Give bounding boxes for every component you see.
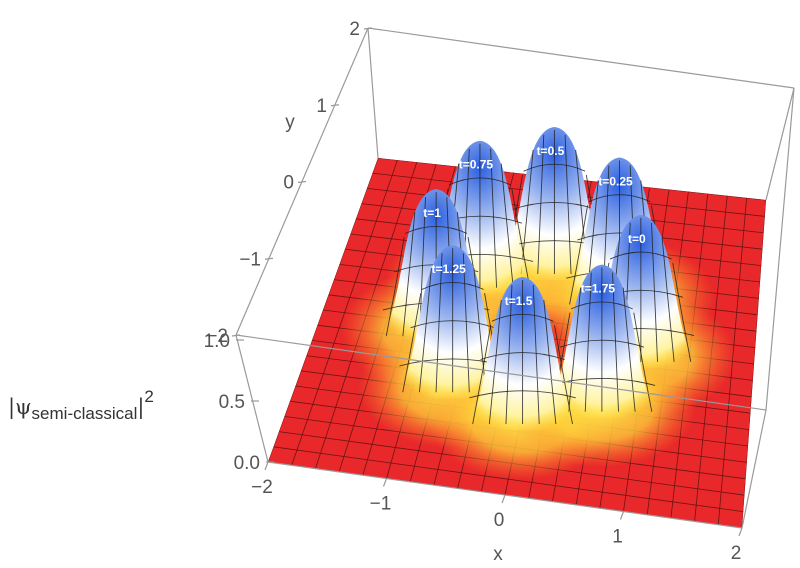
z-axis-label: |ψsemi-classical|2 [8,387,154,423]
peak-t-1_75: t=1.75 [545,264,658,418]
peak-mesh-line [505,285,513,425]
peak-mesh-line [500,163,514,288]
y-tick-mark [264,257,274,260]
peak-mesh-line [490,148,498,288]
peak-mesh-line [491,313,554,322]
peak-mesh-line [488,300,502,425]
peak-label: t=0.5 [537,144,565,158]
peak-mesh-line [421,282,484,290]
peak-mesh-line [511,188,531,288]
y-tick-label: 0 [283,173,294,194]
peak-mesh-line [532,285,540,425]
peak-label: t=0.25 [598,174,633,188]
y-tick-mark [363,27,373,30]
y-tick-label: −1 [239,249,261,270]
x-tick-label: 1 [612,527,623,548]
x-tick-mark [501,494,506,504]
peak-t-1_5: t=1.5 [466,277,579,431]
z-tick-label: 1.0 [204,331,230,352]
peak-label: t=0 [628,232,646,246]
z-tick-label: 0.5 [219,392,245,413]
z-tick-label: 0.0 [234,453,260,474]
peak-mesh-line [537,134,545,274]
peak-mesh-line [633,312,653,412]
peak-label: t=1 [423,206,441,220]
peak-mesh-line [661,237,675,362]
peak-mesh-line [512,202,597,210]
z-axis-label-subscript: semi-classical [32,404,138,423]
peak-mesh-line [402,212,416,337]
peak-mesh-line [622,287,636,412]
y-axis-label: y [285,112,295,133]
peak-mesh-line [405,226,468,234]
x-tick-mark [619,511,625,520]
x-tick-mark [264,461,269,471]
peak-mesh-line [570,301,633,310]
y-tick-label: 1 [316,96,327,117]
y-axis-ticks: 2 1 0 −1 −2 [206,19,373,347]
x-tick-mark [382,478,388,487]
peak-mesh-line [584,272,592,412]
peak-mesh-line [462,253,470,393]
z-axis-label-prefix: |ψ [8,395,32,420]
x-tick-label: −2 [251,477,273,498]
peak-mesh-line [472,324,492,425]
x-axis-ticks: −2 −1 0 1 2 [251,461,743,564]
peak-mesh-line [385,237,405,337]
surface-peaks: t=0.5 t=0.75 t=0.25 t=1 t=0 t=1.25 t=1.75 t=1.5 [380,126,697,431]
y-tick-label: −2 [206,326,228,347]
peak-label: t=1.5 [505,294,533,308]
z-axis-label-suffix: | [137,395,144,420]
x-tick-label: −1 [370,494,392,515]
x-tick-mark [738,527,743,537]
peak-mesh-line [418,268,432,393]
peak-mesh-line [469,390,576,399]
peak-mesh-line [672,262,692,362]
peak-mesh-line [410,320,495,329]
peak-mesh-line [569,205,589,305]
peak-mesh-line [651,222,658,362]
y-tick-mark [330,104,340,107]
peak-mesh-line [554,324,573,425]
x-axis-label: x [493,544,503,565]
peak-mesh-line [612,272,619,412]
x-tick-label: 2 [731,543,742,564]
peak-label: t=0.75 [459,158,494,172]
peak-mesh-line [609,251,672,260]
peak-mesh-line [564,134,572,274]
z-axis-ticks: 1.0 0.5 0.0 [204,331,274,474]
y-tick-label: 2 [349,19,360,40]
peak-mesh-line [402,293,422,393]
peak-mesh-line [568,287,582,412]
x-tick-label: 0 [494,510,505,531]
peak-label: t=1.25 [431,262,466,276]
peak-mesh-line [480,352,565,360]
peak-mesh-line [523,163,586,172]
z-axis-label-superscript: 2 [144,387,153,406]
peak-mesh-line [588,194,651,203]
peak-label: t=1.75 [581,282,616,296]
peak-mesh-line [543,300,557,425]
peak-mesh-line [559,339,645,348]
y-tick-mark [231,334,241,337]
plot-box-back [235,27,795,411]
peak-t-1_25: t=1.25 [396,245,509,399]
y-tick-mark [297,180,307,184]
peak-mesh-line [435,253,443,393]
peak-mesh-line [448,177,511,186]
